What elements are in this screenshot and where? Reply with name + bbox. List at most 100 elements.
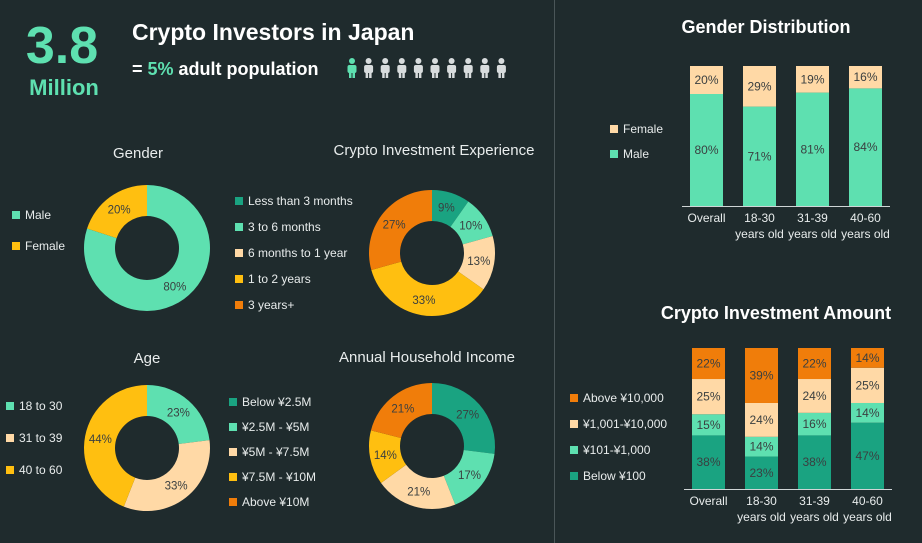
bar-label: 20% bbox=[694, 73, 718, 87]
slice-label: 33% bbox=[412, 295, 435, 307]
legend-swatch bbox=[229, 448, 237, 456]
bar-segment bbox=[796, 66, 829, 93]
legend-swatch bbox=[229, 398, 237, 406]
bar-label: 19% bbox=[800, 72, 824, 86]
bar-segment bbox=[692, 348, 725, 380]
pie-slice bbox=[147, 385, 210, 444]
people-icon-row bbox=[347, 58, 506, 78]
pie-slice bbox=[87, 185, 147, 239]
bar-label: 14% bbox=[749, 440, 773, 454]
bar-label: 22% bbox=[696, 357, 720, 371]
legend-swatch bbox=[229, 498, 237, 506]
bar-segment bbox=[798, 379, 831, 413]
legend-swatch bbox=[570, 446, 578, 454]
legend-label: Less than 3 months bbox=[248, 194, 353, 208]
legend-swatch bbox=[6, 402, 14, 410]
category-tick-label: 18-30 bbox=[746, 494, 777, 508]
subtitle-percent: 5% bbox=[148, 59, 174, 79]
bar-label: 24% bbox=[802, 389, 826, 403]
legend-swatch bbox=[610, 125, 618, 133]
bar-label: 39% bbox=[749, 368, 773, 382]
bar-segment bbox=[796, 92, 829, 206]
person-icon bbox=[347, 58, 357, 78]
subtitle-suffix: adult population bbox=[174, 59, 319, 79]
pie-slice bbox=[371, 261, 484, 317]
legend-swatch bbox=[235, 223, 243, 231]
bar-segment bbox=[745, 436, 778, 457]
category-tick-label: years old bbox=[735, 227, 784, 241]
legend-swatch bbox=[6, 434, 14, 442]
category-tick-label: Overall bbox=[687, 211, 725, 225]
bar-label: 25% bbox=[696, 390, 720, 404]
legend-label: 1 to 2 years bbox=[248, 272, 311, 286]
legend-label: 3 to 6 months bbox=[248, 220, 321, 234]
person-icon bbox=[397, 58, 407, 78]
bar-label: 25% bbox=[855, 378, 879, 392]
legend-label: 31 to 39 bbox=[19, 431, 63, 445]
chart-title: Crypto Investment Experience bbox=[334, 142, 535, 159]
chart-title: Annual Household Income bbox=[339, 349, 515, 366]
slice-label: 9% bbox=[438, 203, 455, 215]
bar-segment bbox=[690, 94, 723, 206]
chart-title: Gender bbox=[113, 145, 163, 162]
legend-label: ¥2.5M - ¥5M bbox=[241, 420, 309, 434]
bar-label: 14% bbox=[855, 351, 879, 365]
slice-label: 23% bbox=[167, 407, 190, 419]
chart-title: Gender Distribution bbox=[681, 17, 850, 37]
slice-label: 17% bbox=[458, 470, 481, 482]
category-tick-label: years old bbox=[788, 227, 837, 241]
legend-label: 3 years+ bbox=[248, 298, 294, 312]
bar-label: 15% bbox=[696, 418, 720, 432]
legend-label: ¥1,001-¥10,000 bbox=[582, 417, 667, 431]
legend-label: ¥101-¥1,000 bbox=[582, 443, 651, 457]
pie-slice bbox=[381, 464, 456, 509]
bar-segment bbox=[692, 435, 725, 489]
person-icon bbox=[364, 58, 374, 78]
slice-label: 20% bbox=[108, 205, 131, 217]
category-tick-label: years old bbox=[737, 510, 786, 524]
bar-segment bbox=[851, 402, 884, 423]
category-tick-label: 18-30 bbox=[744, 211, 775, 225]
legend-swatch bbox=[235, 249, 243, 257]
experience-chart: Crypto Investment Experience 9% 10% 13% 33% 2… bbox=[235, 142, 535, 317]
category-tick-label: years old bbox=[841, 227, 890, 241]
population-subtitle: = 5% adult population bbox=[132, 59, 319, 79]
person-icon bbox=[480, 58, 490, 78]
bar-label: 47% bbox=[855, 449, 879, 463]
slice-label: 10% bbox=[459, 221, 482, 233]
legend-label: 18 to 30 bbox=[19, 399, 63, 413]
subtitle-prefix: = bbox=[132, 59, 148, 79]
slice-label: 33% bbox=[165, 481, 188, 493]
category-tick-label: Overall bbox=[689, 494, 727, 508]
bar-label: 29% bbox=[747, 79, 771, 93]
chart-title: Age bbox=[134, 350, 161, 367]
legend-label: Female bbox=[25, 239, 65, 253]
person-icon bbox=[496, 58, 506, 78]
bar-label: 22% bbox=[802, 357, 826, 371]
legend-swatch bbox=[12, 211, 20, 219]
legend-swatch bbox=[570, 394, 578, 402]
category-tick-label: years old bbox=[843, 510, 892, 524]
slice-label: 14% bbox=[374, 450, 397, 462]
income-chart: Annual Household Income 27% 17% 21% 14% 21% Be… bbox=[229, 349, 515, 509]
pie-slice bbox=[84, 385, 147, 507]
pie-slice bbox=[84, 185, 210, 311]
bar-segment bbox=[851, 348, 884, 368]
bar-segment bbox=[849, 88, 882, 206]
bar-label: 23% bbox=[749, 466, 773, 480]
slice-label: 27% bbox=[383, 219, 406, 231]
bar-segment bbox=[743, 106, 776, 206]
bar-segment bbox=[692, 379, 725, 415]
legend-swatch bbox=[229, 473, 237, 481]
bar-segment bbox=[851, 367, 884, 403]
category-tick-label: years old bbox=[790, 510, 839, 524]
pie-slice bbox=[369, 190, 432, 270]
bar-label: 16% bbox=[802, 417, 826, 431]
category-tick-label: 31-39 bbox=[799, 494, 830, 508]
legend-label: ¥7.5M - ¥10M bbox=[241, 470, 316, 484]
legend-swatch bbox=[229, 423, 237, 431]
bar-segment bbox=[745, 456, 778, 489]
category-tick-label: 40-60 bbox=[850, 211, 881, 225]
bar-label: 38% bbox=[696, 455, 720, 469]
